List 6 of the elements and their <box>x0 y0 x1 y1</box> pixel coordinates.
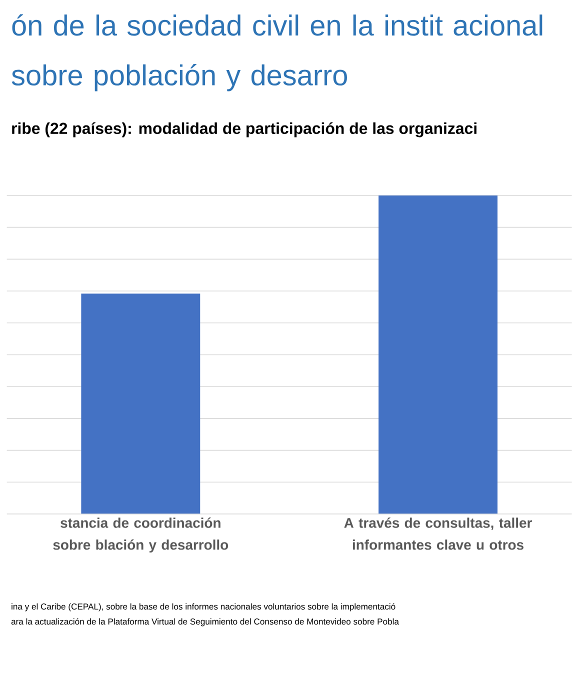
chart-subtitle: ribe (22 países): modalidad de participación de las organizaci <box>12 122 476 138</box>
text: ina y el Caribe (CEPAL), sobre la base de los informes nacionales voluntarios sobre la implementació <box>12 603 396 612</box>
chart-title: ón de la sociedad civil en la instit acional sobre población y desarro <box>12 14 542 92</box>
x-tick-label: A través de consultas, taller informantes clave u otros <box>344 518 532 550</box>
x-tick-label: stancia de coordinación sobre blación y desarrollo <box>53 518 228 553</box>
text: ara la actualización de la Plataforma Virtual de Seguimiento del Consenso de Montevideo sobre Pobla <box>11 618 399 626</box>
